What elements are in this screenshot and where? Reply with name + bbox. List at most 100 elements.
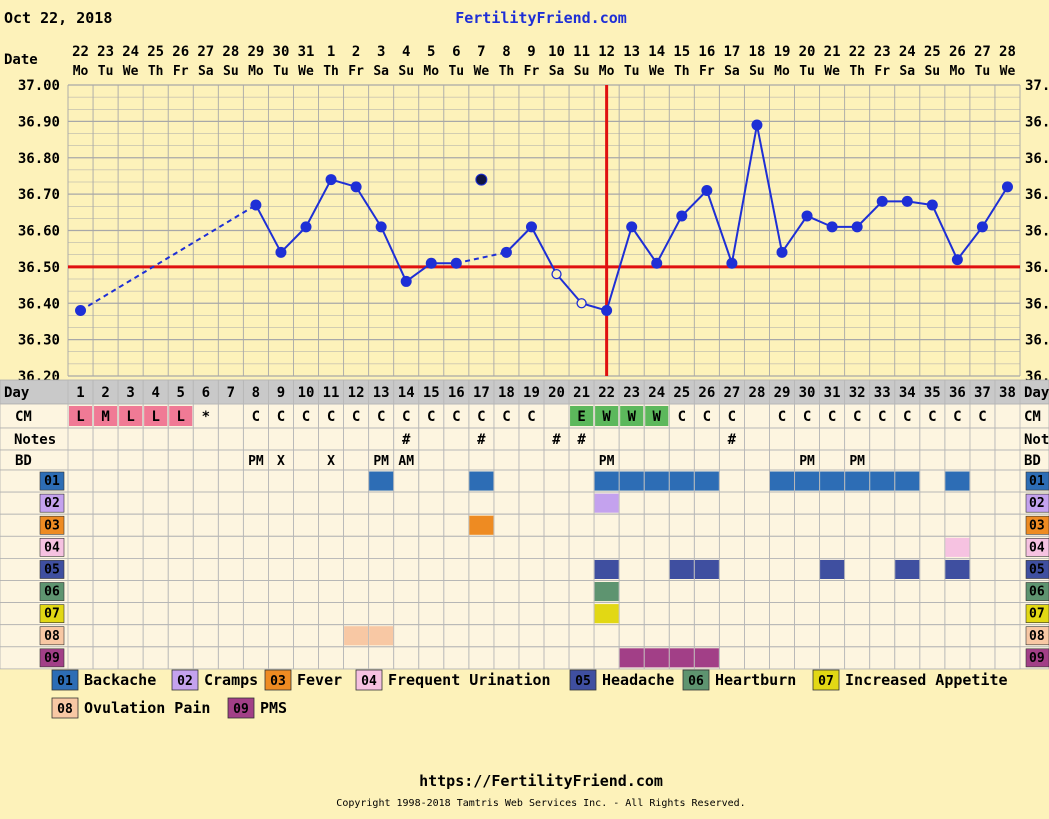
temp-point (626, 221, 638, 233)
cycle-day-label: 38 (999, 385, 1016, 401)
symptom-cell (369, 626, 394, 646)
symptom-row-badge-right (1025, 515, 1049, 535)
date-label: 18 (749, 44, 766, 60)
legend-code: 09 (233, 702, 249, 717)
cycle-day-label: 29 (774, 385, 791, 401)
date-label: 20 (799, 44, 816, 60)
weekday-label: Sa (373, 64, 389, 79)
symptom-row-code-right: 06 (1029, 585, 1045, 600)
date-label: 13 (623, 44, 640, 60)
y-tick-label: 37.00 (18, 78, 60, 94)
weekday-label: We (123, 64, 139, 79)
date-label: 28 (222, 44, 239, 60)
y-tick-label: 36.30 (18, 333, 60, 349)
weekday-label: Tu (448, 64, 464, 79)
temp-point-discarded (475, 173, 488, 186)
row-band-sym (0, 491, 1049, 515)
weekday-label: Sa (198, 64, 214, 79)
legend-code: 03 (270, 674, 286, 689)
date-label: 9 (527, 44, 535, 60)
symptom-cell (945, 559, 970, 579)
symptom-row-badge (39, 604, 65, 623)
symptom-row-badge (39, 560, 65, 579)
legend-swatch (51, 669, 79, 691)
date-label: 26 (172, 44, 189, 60)
legend-swatch (812, 669, 840, 691)
temp-point (1001, 181, 1013, 193)
cycle-day-label: 20 (548, 385, 565, 401)
cm-value: L (151, 409, 159, 425)
date-label: 6 (452, 44, 460, 60)
symptom-row-badge-right (1025, 648, 1049, 668)
date-label: 30 (273, 44, 290, 60)
cm-value: C (953, 409, 961, 425)
symptom-row-code: 08 (44, 629, 60, 644)
symptom-row-code: 09 (44, 651, 60, 666)
cm-value: C (903, 409, 911, 425)
cycle-day-label: 7 (227, 385, 235, 401)
weekday-label: Tu (799, 64, 815, 79)
symptom-cell (870, 471, 895, 491)
symptom-row-badge (39, 515, 65, 535)
legend-code: 02 (177, 674, 193, 689)
symptom-cell (895, 471, 920, 491)
y-tick-label: 36.70 (18, 187, 60, 203)
weekday-label: Tu (975, 64, 991, 79)
date-label: 22 (72, 44, 89, 60)
cm-row-label-right: CM (1024, 409, 1041, 425)
temp-line-segment (380, 226, 408, 282)
weekday-label: Fr (524, 64, 540, 79)
date-label: 22 (849, 44, 866, 60)
symptom-row-code-right: 07 (1029, 607, 1045, 622)
symptom-row-badge-right (1025, 560, 1049, 579)
notes-row-label: Notes (14, 432, 56, 448)
symptom-cell (469, 515, 494, 535)
symptom-cell (619, 471, 644, 491)
temp-point (75, 305, 87, 317)
cm-value: C (502, 409, 510, 425)
temp-point (425, 257, 437, 269)
footer-url[interactable]: https://FertilityFriend.com (419, 772, 663, 790)
cycle-day-label: 18 (498, 385, 515, 401)
temp-point (776, 246, 788, 258)
day-row-label: Day (4, 385, 30, 401)
weekday-label: Fr (699, 64, 715, 79)
cm-value: C (452, 409, 460, 425)
legend-code: 06 (688, 674, 704, 689)
symptom-row-code-right: 02 (1029, 496, 1045, 511)
temp-line-dashed (80, 204, 257, 312)
temp-line-segment (630, 226, 658, 264)
legend-code: 07 (818, 674, 834, 689)
cm-value: C (402, 409, 410, 425)
date-label: 23 (874, 44, 891, 60)
symptom-row-badge (39, 493, 65, 513)
symptom-row-code: 02 (44, 496, 60, 511)
y-tick-label-right: 36. (1025, 260, 1049, 276)
symptom-cell (845, 471, 870, 491)
date-label: 1 (327, 44, 335, 60)
cycle-day-label: 28 (749, 385, 766, 401)
note-marker: # (728, 432, 737, 448)
symptom-row-code-right: 08 (1029, 629, 1045, 644)
cm-cell-fill (620, 406, 644, 426)
cycle-day-label: 17 (473, 385, 490, 401)
row-band-notes (0, 427, 1049, 451)
legend-swatch (227, 697, 255, 719)
symptom-cell (694, 559, 719, 579)
symptom-cell (594, 471, 619, 491)
symptom-row-badge (39, 471, 65, 491)
symptom-cell (945, 537, 970, 557)
symptom-row-badge-right (1025, 626, 1049, 646)
date-label: 31 (298, 44, 315, 60)
site-title[interactable]: FertilityFriend.com (455, 9, 627, 27)
cycle-day-label: 31 (824, 385, 841, 401)
cycle-day-label: 10 (298, 385, 315, 401)
date-label: 21 (824, 44, 841, 60)
date-label: 2 (352, 44, 360, 60)
symptom-cell (669, 648, 694, 668)
row-band-sym (0, 513, 1049, 537)
legend-code: 05 (575, 674, 591, 689)
notes-row-label-right: Notes (1024, 432, 1049, 448)
temp-point (926, 199, 938, 211)
temp-point (651, 257, 663, 269)
